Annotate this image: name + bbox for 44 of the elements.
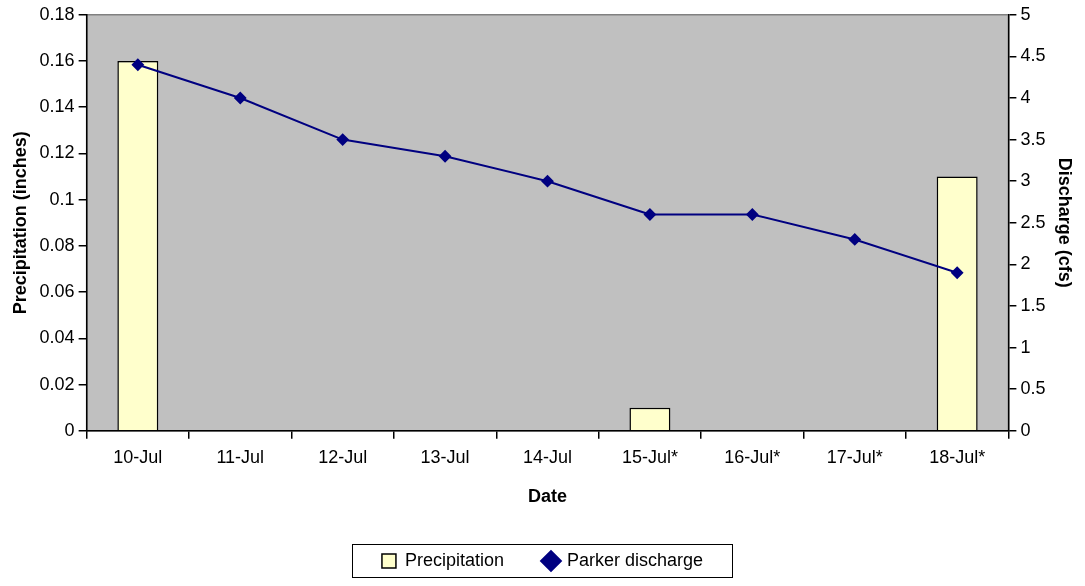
y-tick-label: 0.1 — [49, 188, 75, 209]
y2-tick-label: 4.5 — [1020, 45, 1046, 66]
x-tick-label: 13-Jul — [420, 446, 470, 467]
point — [131, 58, 144, 71]
y2-tick-label: 3 — [1020, 170, 1031, 191]
y2-tick-label: 1.5 — [1020, 294, 1046, 315]
y2-tick-label: 1 — [1020, 336, 1031, 357]
y2-tick-label: 2 — [1020, 253, 1031, 274]
x-tick-label: 15-Jul* — [621, 446, 678, 467]
y2-axis-title: Discharge (cfs) — [1055, 157, 1076, 288]
point — [746, 208, 759, 221]
x-axis-title: Date — [528, 486, 568, 507]
legend-label: Parker discharge — [566, 549, 704, 570]
y2-tick-label: 3.5 — [1020, 128, 1046, 149]
y-tick-label: 0 — [64, 419, 75, 440]
point — [643, 208, 656, 221]
point — [439, 150, 452, 163]
y-tick-label: 0.12 — [39, 142, 75, 163]
y2-tick-label: 4 — [1020, 86, 1031, 107]
x-tick-label: 11-Jul — [216, 446, 265, 467]
x-tick-label: 12-Jul — [318, 446, 368, 467]
y-tick-label: 0.08 — [39, 234, 75, 255]
x-tick-label: 18-Jul* — [929, 446, 986, 467]
y-tick-label: 0.02 — [39, 373, 75, 394]
x-tick-label: 14-Jul — [522, 446, 573, 467]
x-tick-label: 10-Jul — [113, 446, 163, 467]
point — [234, 92, 247, 104]
y-tick-label: 0.16 — [39, 49, 75, 70]
point — [848, 233, 861, 246]
y-tick-label: 0.06 — [39, 281, 75, 302]
y-tick-label: 0.14 — [39, 96, 75, 117]
y-axis-title: Precipitation (inches) — [9, 131, 30, 315]
point — [541, 175, 554, 188]
y-tick-label: 0.18 — [39, 3, 75, 24]
y2-tick-label: 2.5 — [1020, 211, 1046, 232]
y2-tick-label: 0 — [1020, 419, 1031, 440]
legend-label: Precipitation — [404, 549, 504, 570]
x-tick-label: 17-Jul* — [826, 446, 883, 467]
y-tick-label: 0.04 — [39, 327, 75, 348]
point — [951, 266, 964, 279]
y2-tick-label: 5 — [1020, 3, 1031, 24]
y2-tick-label: 0.5 — [1020, 378, 1046, 399]
point — [336, 133, 349, 146]
x-tick-label: 16-Jul* — [724, 446, 781, 467]
